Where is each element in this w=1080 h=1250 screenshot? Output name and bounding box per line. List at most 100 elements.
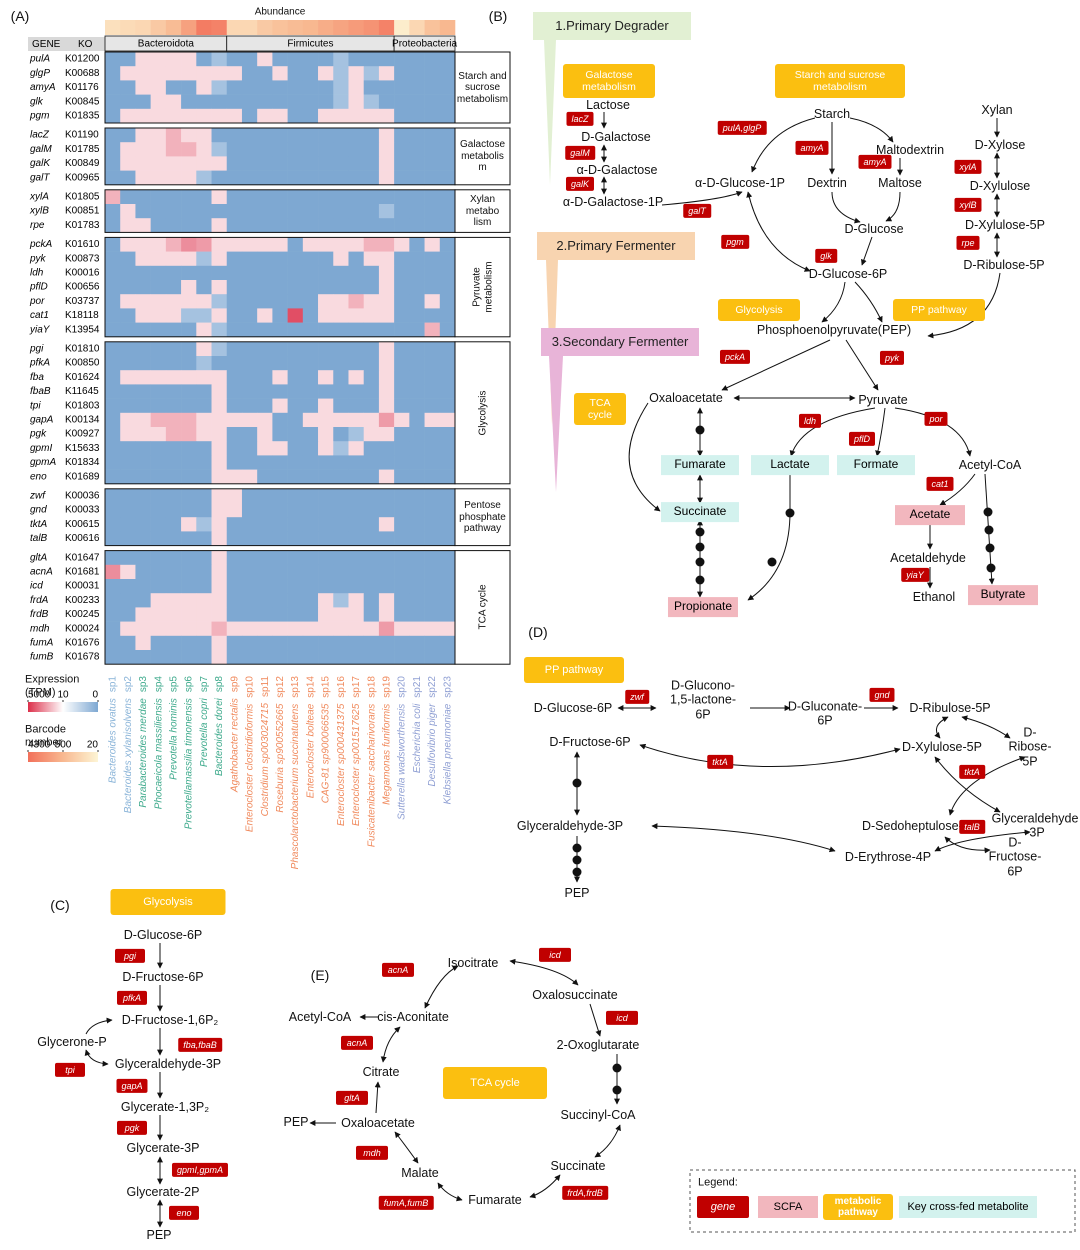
heatmap-cell (257, 427, 273, 442)
heatmap-cell (439, 635, 456, 651)
heatmap-cell (333, 564, 349, 580)
abundance-cell (363, 20, 380, 35)
heatmap-cell (302, 517, 319, 532)
heatmap-cell (424, 635, 441, 651)
heatmap-cell (135, 550, 151, 566)
heatmap-cell (302, 635, 319, 651)
heatmap-cell (105, 108, 121, 124)
species-name: Bacteroides xylanisolvens (122, 698, 133, 813)
heatmap-cell (257, 108, 273, 124)
heatmap-cell (196, 621, 212, 637)
heatmap-cell (287, 170, 304, 186)
heatmap-cell (287, 593, 304, 608)
species-id: sp21 (412, 676, 423, 698)
abundance-cell (257, 20, 273, 35)
species-name: Enterocloster sp001517625 (351, 703, 362, 826)
heatmap-cell (105, 80, 121, 95)
metabolite: D-Ribulose-5P (963, 257, 1045, 272)
heatmap-cell (105, 52, 121, 67)
heatmap-cell (318, 237, 334, 252)
ko-label: K01783 (65, 220, 100, 231)
heatmap-cell (424, 427, 441, 442)
heatmap-cell (394, 356, 410, 371)
heatmap-cell (241, 412, 258, 428)
heatmap-cell (302, 341, 319, 357)
heatmap-cell (394, 593, 410, 608)
heatmap-cell (394, 66, 410, 81)
heatmap-cell (287, 550, 304, 566)
metabolite: PEP (146, 1227, 172, 1242)
heatmap-cell (257, 308, 273, 323)
heatmap-cell (150, 94, 167, 110)
heatmap-cell (226, 650, 243, 665)
heatmap-cell (120, 412, 136, 428)
heatmap-cell (105, 341, 121, 357)
species-name: Megamonas funiformis (381, 704, 392, 805)
ko-label: K00656 (65, 282, 100, 293)
heatmap-cell (272, 531, 288, 546)
heatmap-cell (333, 204, 349, 219)
heatmap-cell (302, 308, 319, 323)
heatmap-cell (287, 94, 304, 110)
heatmap-cell (226, 550, 243, 566)
heatmap-cell (378, 503, 395, 518)
species-name: Enterocloster clostridioformis (244, 704, 255, 832)
abundance-cell (211, 20, 228, 35)
gene-label: pflD (29, 282, 48, 293)
heatmap-cell (363, 503, 380, 518)
heatmap-cell (257, 593, 273, 608)
heatmap-cell (302, 52, 319, 67)
heatmap-cell (211, 564, 228, 580)
heatmap-cell (165, 66, 182, 81)
heatmap-cell (363, 469, 380, 485)
heatmap-cell (257, 384, 273, 399)
ko-label: K00873 (65, 253, 100, 264)
heatmap-cell (424, 341, 441, 357)
gene-label: gapA (30, 415, 54, 426)
heatmap-cell (394, 280, 410, 295)
heatmap-cell (165, 564, 182, 580)
ko-label: K01835 (65, 111, 100, 122)
heatmap-cell (226, 128, 243, 143)
heatmap-cell (165, 579, 182, 594)
heatmap-cell (378, 398, 395, 414)
abundance-cell (105, 20, 121, 35)
species-label: Enterocloster bolteae sp14 (305, 676, 316, 799)
heatmap-cell (241, 621, 258, 637)
abundance-cell (181, 20, 197, 35)
species-label: Prevotellamassilia timonensis sp6 (183, 676, 194, 830)
species-name: Phascolarctobacterium succinatutens (290, 704, 301, 870)
species-name: Fusicatenibacter saccharivorans (366, 704, 377, 847)
heatmap-cell (135, 356, 151, 371)
heatmap-cell (211, 308, 228, 323)
heatmap-cell (394, 550, 410, 566)
gene-label: talB (30, 533, 48, 544)
heatmap-cell (363, 488, 380, 504)
heatmap-cell (211, 356, 228, 371)
heatmap-cell (424, 80, 441, 95)
heatmap-cell (378, 550, 395, 566)
gene-label: por (29, 296, 45, 307)
species-name: Enterocloster sp000431375 (336, 703, 347, 826)
heatmap-cell (105, 384, 121, 399)
heatmap-cell (105, 607, 121, 622)
heatmap-cell (409, 607, 425, 622)
group-label-box (454, 488, 511, 547)
gene-label: fumB (30, 652, 54, 663)
heatmap-cell (135, 189, 151, 205)
heatmap-cell (318, 66, 334, 81)
heatmap-cell (211, 650, 228, 665)
metabolite: Glycerone-P (37, 1034, 107, 1049)
heatmap-cell (318, 441, 334, 456)
heatmap-cell (318, 564, 334, 580)
heatmap-cell (211, 635, 228, 651)
colorbar (28, 752, 98, 762)
heatmap-cell (333, 488, 349, 504)
gene-tag: pulA,glgP (717, 120, 767, 136)
heatmap-cell (333, 550, 349, 566)
species-name: Clostridium sp003024715 (259, 703, 270, 817)
heatmap-cell (348, 280, 364, 295)
heatmap-cell (378, 488, 395, 504)
heatmap-cell (165, 80, 182, 95)
